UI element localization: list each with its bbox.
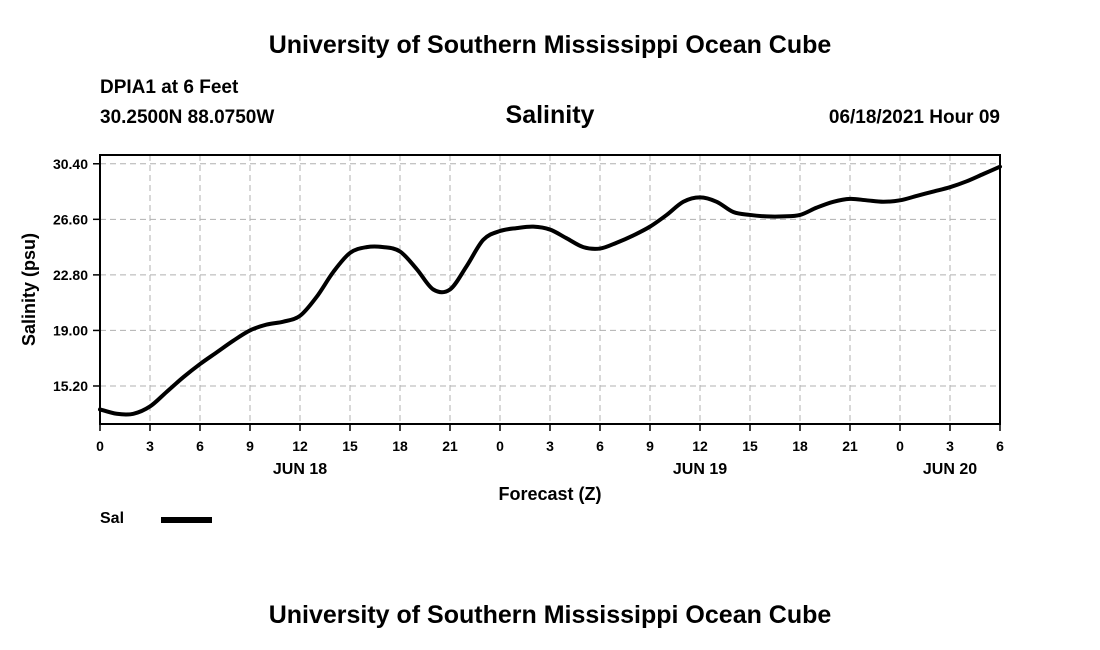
- x-tick-label: 0: [96, 438, 104, 454]
- grid-layer: [100, 155, 1000, 424]
- x-tick-label: 15: [342, 438, 358, 454]
- labels-layer: 0 3 6 9 12 15 18 21 0 3 6 9 12 15 18 21 0 3 6 15.20 19.00 22.…: [19, 156, 1004, 504]
- legend-line-swatch: [161, 517, 212, 523]
- x-tick-label: 0: [896, 438, 904, 454]
- legend-label: Sal: [100, 510, 125, 527]
- x-date-label: JUN 19: [673, 461, 727, 478]
- x-tick-label: 15: [742, 438, 758, 454]
- series-layer: [98, 164, 1002, 417]
- x-tick-label: 18: [392, 438, 408, 454]
- x-date-label: JUN 18: [273, 461, 327, 478]
- x-tick-label: 0: [496, 438, 504, 454]
- y-tick-label: 22.80: [53, 267, 88, 283]
- y-tick-label: 19.00: [53, 322, 88, 338]
- coordinates-label: 30.2500N 88.0750W: [100, 107, 275, 128]
- variable-title: Salinity: [505, 101, 595, 129]
- x-tick-label: 6: [196, 438, 204, 454]
- y-tick-label: 26.60: [53, 211, 88, 227]
- series-line-sal: [98, 164, 1002, 417]
- x-tick-label: 21: [842, 438, 858, 454]
- forecast-datetime: 06/18/2021 Hour 09: [828, 107, 1000, 128]
- x-tick-label: 12: [692, 438, 708, 454]
- bottom-title: University of Southern Mississippi Ocean…: [268, 601, 832, 629]
- x-tick-label: 3: [146, 438, 154, 454]
- x-tick-label: 3: [546, 438, 554, 454]
- x-tick-label: 6: [996, 438, 1004, 454]
- axes-layer: [93, 154, 1001, 431]
- x-tick-label: 21: [442, 438, 458, 454]
- station-label: DPIA1 at 6 Feet: [100, 77, 239, 98]
- x-tick-label: 3: [946, 438, 954, 454]
- y-axis-title: Salinity (psu): [19, 233, 39, 346]
- x-tick-label: 18: [792, 438, 808, 454]
- x-tick-label: 6: [596, 438, 604, 454]
- top-title: University of Southern Mississippi Ocean…: [268, 31, 832, 59]
- x-tick-label: 9: [646, 438, 654, 454]
- x-tick-label: 12: [292, 438, 308, 454]
- x-axis-title: Forecast (Z): [498, 484, 601, 504]
- x-tick-label: 9: [246, 438, 254, 454]
- y-tick-label: 30.40: [53, 156, 88, 172]
- x-date-label: JUN 20: [923, 461, 977, 478]
- y-tick-label: 15.20: [53, 378, 88, 394]
